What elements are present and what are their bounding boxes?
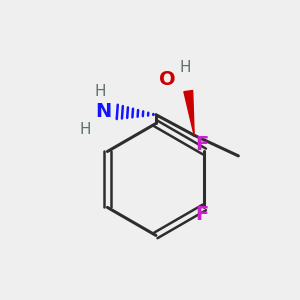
Text: F: F [195, 205, 208, 224]
Text: F: F [195, 135, 208, 154]
Text: O: O [159, 70, 176, 89]
Text: H: H [180, 60, 191, 75]
Polygon shape [184, 91, 194, 135]
Text: N: N [95, 102, 111, 121]
Text: H: H [94, 84, 106, 99]
Text: H: H [80, 122, 91, 137]
